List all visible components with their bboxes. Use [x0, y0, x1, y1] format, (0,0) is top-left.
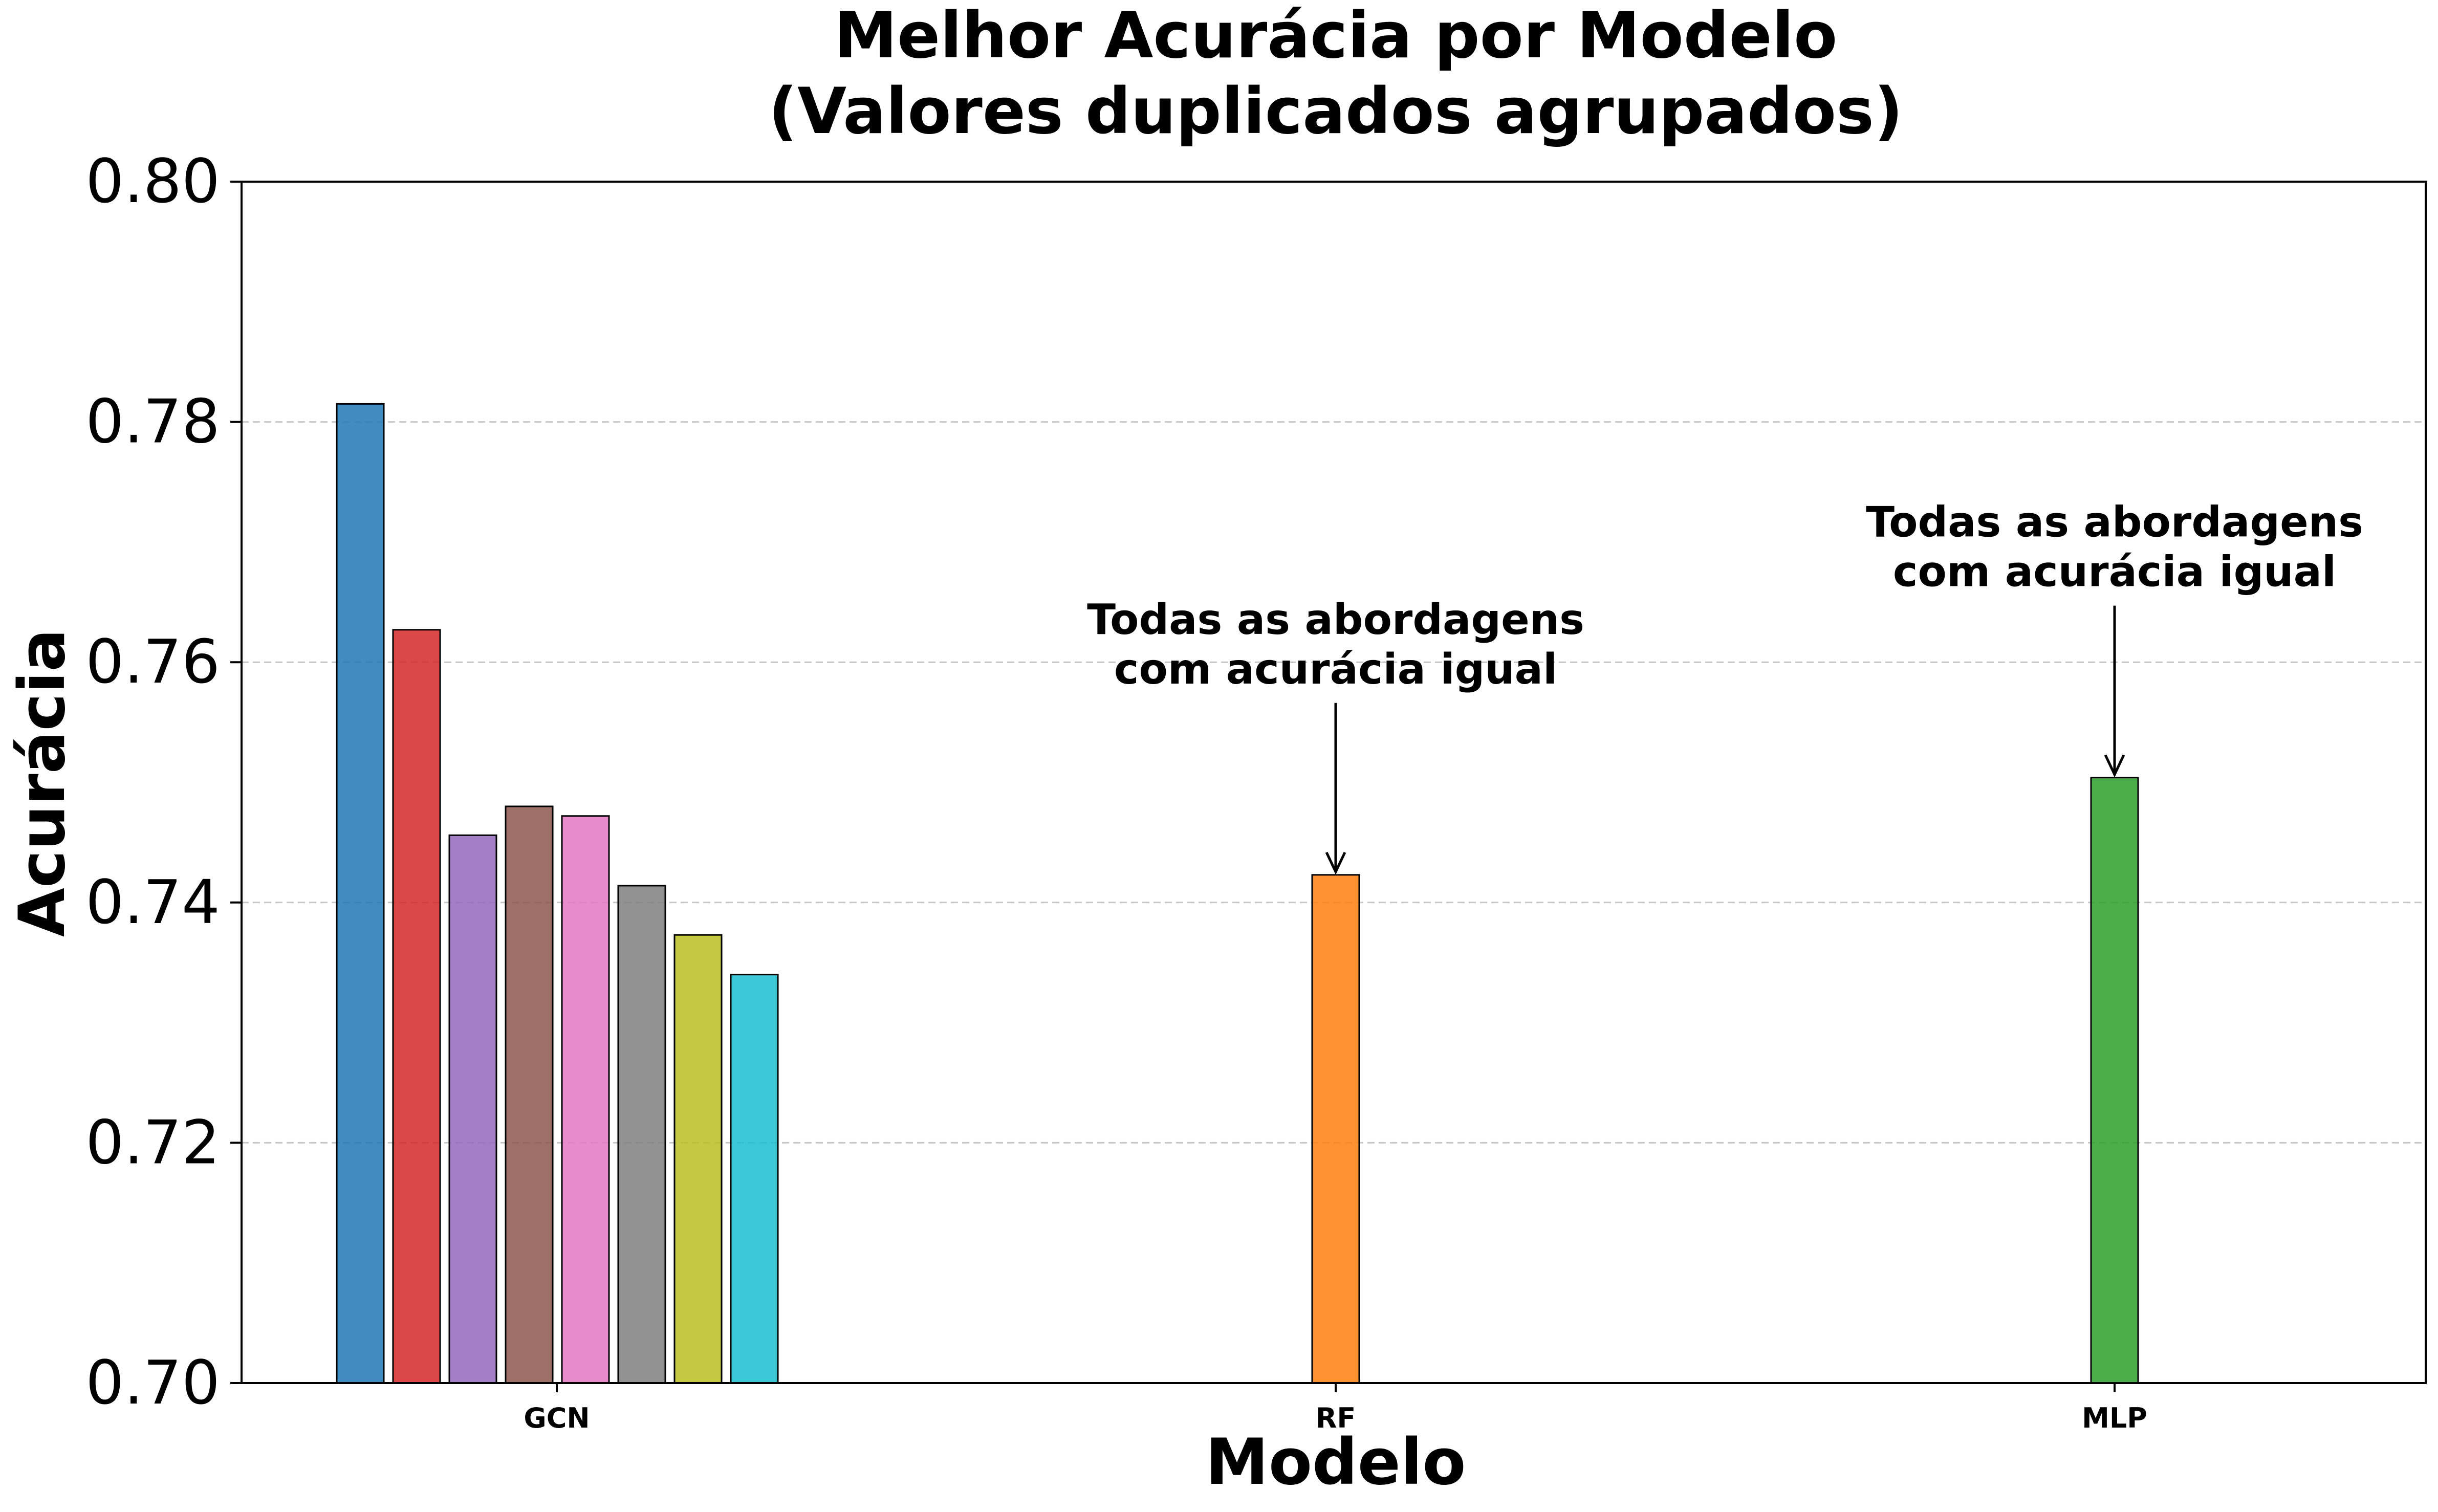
y-tick-label: 0.78 — [85, 386, 220, 457]
bar-gcn-1 — [336, 403, 385, 1384]
annotation-text: com acurácia igual — [1893, 548, 2336, 597]
bar-gcn-5 — [561, 815, 610, 1384]
x-tick-label: GCN — [524, 1402, 590, 1434]
annotation-arrowhead — [1325, 851, 1346, 875]
bars — [336, 403, 2139, 1384]
y-tick-label: 0.72 — [85, 1107, 220, 1177]
bar-gcn-6 — [617, 885, 666, 1384]
y-tick-label: 0.70 — [85, 1347, 220, 1418]
bar-gcn-4 — [505, 805, 554, 1384]
x-axis-label: Modelo — [1205, 1426, 1466, 1499]
plot-frame — [241, 181, 2427, 1384]
annotation-text: com acurácia igual — [1114, 645, 1557, 694]
bar-mlp-1 — [2090, 777, 2139, 1384]
bar-gcn-3 — [448, 834, 497, 1384]
x-tick-label: MLP — [2082, 1402, 2147, 1434]
axes: 0.70 0.72 0.74 0.76 0.78 0.80 GCN RF MLP — [85, 146, 2427, 1434]
bar-gcn-2 — [392, 629, 441, 1384]
bar-rf-1 — [1311, 874, 1360, 1384]
annotation-text: Todas as abordagens — [1087, 596, 1584, 644]
y-tick-label: 0.80 — [85, 146, 220, 216]
y-tick-label: 0.76 — [85, 626, 220, 697]
x-tick-label: RF — [1316, 1402, 1356, 1434]
chart-title: Melhor Acurácia por Modelo — [834, 0, 1838, 73]
y-axis-label: Acurácia — [6, 629, 79, 937]
bar-gcn-7 — [673, 934, 723, 1384]
bar-gcn-8 — [730, 974, 779, 1384]
chart-subtitle: (Valores duplicados agrupados) — [768, 75, 1903, 148]
annotation-arrowhead — [2104, 754, 2125, 778]
y-tick-label: 0.74 — [85, 867, 220, 937]
annotation-text: Todas as abordagens — [1866, 498, 2363, 547]
